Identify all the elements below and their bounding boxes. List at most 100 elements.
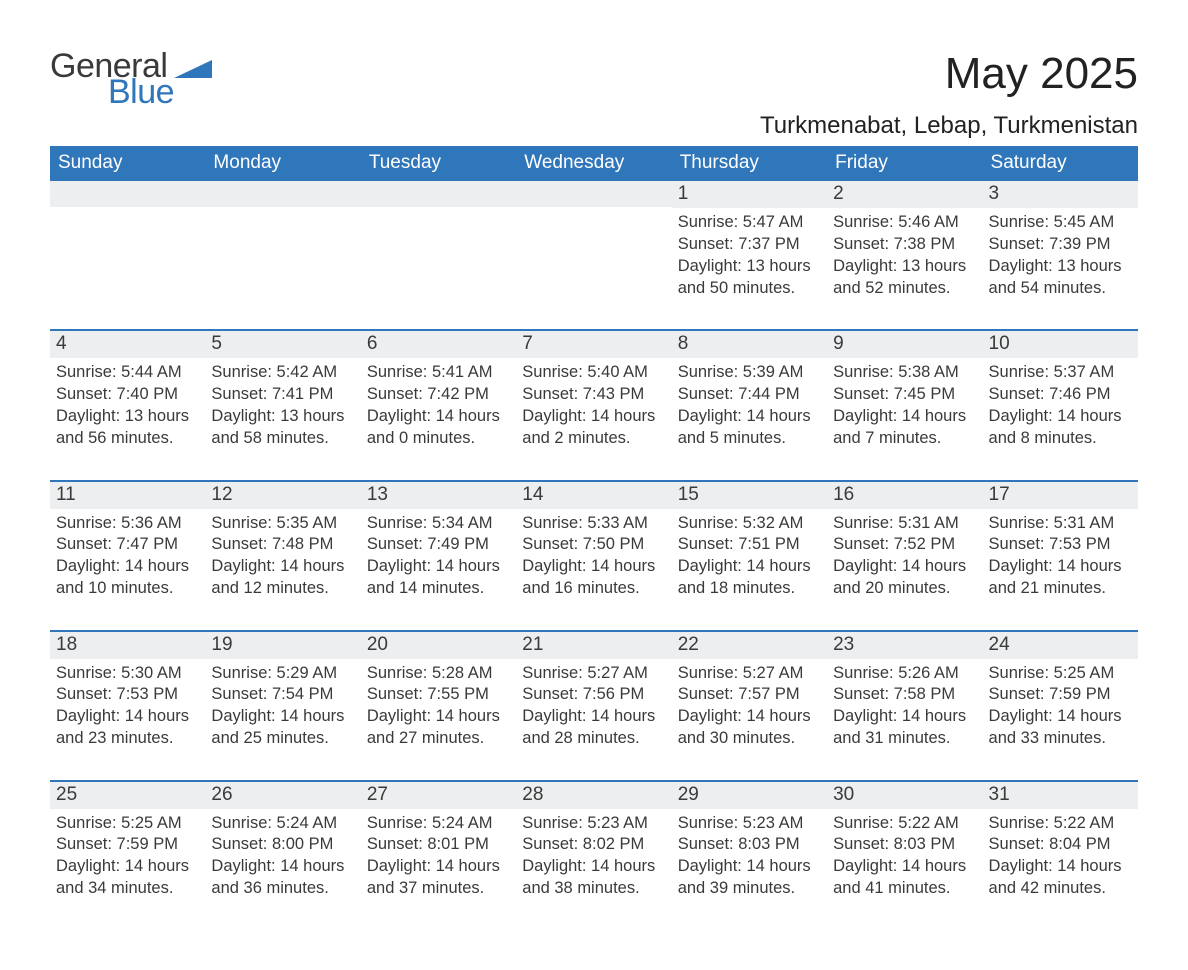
brand-logo: General Blue bbox=[50, 50, 214, 109]
calendar-day-cell: 22Sunrise: 5:27 AMSunset: 7:57 PMDayligh… bbox=[672, 631, 827, 781]
daylight-label: Daylight: 14 hours and 10 minutes. bbox=[56, 556, 199, 600]
sunrise-label: Sunrise: 5:44 AM bbox=[56, 362, 199, 384]
sunset-label: Sunset: 7:40 PM bbox=[56, 384, 199, 406]
sunrise-label: Sunrise: 5:26 AM bbox=[833, 663, 976, 685]
brand-text: General Blue bbox=[50, 50, 174, 109]
day-body: Sunrise: 5:42 AMSunset: 7:41 PMDaylight:… bbox=[205, 358, 360, 479]
day-body: Sunrise: 5:28 AMSunset: 7:55 PMDaylight:… bbox=[361, 659, 516, 780]
day-number bbox=[50, 181, 205, 207]
day-number: 21 bbox=[516, 632, 671, 659]
daylight-label: Daylight: 14 hours and 20 minutes. bbox=[833, 556, 976, 600]
daylight-label: Daylight: 14 hours and 5 minutes. bbox=[678, 406, 821, 450]
day-number: 5 bbox=[205, 331, 360, 358]
sunrise-label: Sunrise: 5:22 AM bbox=[989, 813, 1132, 835]
brand-mark-icon bbox=[174, 56, 214, 91]
daylight-label: Daylight: 14 hours and 7 minutes. bbox=[833, 406, 976, 450]
calendar-day-cell: 3Sunrise: 5:45 AMSunset: 7:39 PMDaylight… bbox=[983, 181, 1138, 330]
day-body: Sunrise: 5:46 AMSunset: 7:38 PMDaylight:… bbox=[827, 208, 982, 329]
day-body: Sunrise: 5:39 AMSunset: 7:44 PMDaylight:… bbox=[672, 358, 827, 479]
calendar-week-row: 18Sunrise: 5:30 AMSunset: 7:53 PMDayligh… bbox=[50, 631, 1138, 781]
day-number: 22 bbox=[672, 632, 827, 659]
day-body: Sunrise: 5:33 AMSunset: 7:50 PMDaylight:… bbox=[516, 509, 671, 630]
weekday-header: Wednesday bbox=[516, 146, 671, 181]
daylight-label: Daylight: 13 hours and 56 minutes. bbox=[56, 406, 199, 450]
daylight-label: Daylight: 14 hours and 18 minutes. bbox=[678, 556, 821, 600]
calendar-week-row: 4Sunrise: 5:44 AMSunset: 7:40 PMDaylight… bbox=[50, 330, 1138, 480]
calendar-day-cell: 13Sunrise: 5:34 AMSunset: 7:49 PMDayligh… bbox=[361, 481, 516, 631]
page-title: May 2025 bbox=[760, 50, 1138, 98]
sunset-label: Sunset: 8:03 PM bbox=[833, 834, 976, 856]
sunrise-label: Sunrise: 5:42 AM bbox=[211, 362, 354, 384]
calendar-week-row: 25Sunrise: 5:25 AMSunset: 7:59 PMDayligh… bbox=[50, 781, 1138, 930]
sunset-label: Sunset: 8:02 PM bbox=[522, 834, 665, 856]
calendar-day-cell: 12Sunrise: 5:35 AMSunset: 7:48 PMDayligh… bbox=[205, 481, 360, 631]
day-body: Sunrise: 5:23 AMSunset: 8:02 PMDaylight:… bbox=[516, 809, 671, 930]
day-number: 25 bbox=[50, 782, 205, 809]
day-body: Sunrise: 5:30 AMSunset: 7:53 PMDaylight:… bbox=[50, 659, 205, 780]
title-block: May 2025 Turkmenabat, Lebap, Turkmenista… bbox=[760, 50, 1138, 140]
daylight-label: Daylight: 14 hours and 21 minutes. bbox=[989, 556, 1132, 600]
day-number: 2 bbox=[827, 181, 982, 208]
weekday-header: Saturday bbox=[983, 146, 1138, 181]
day-number: 26 bbox=[205, 782, 360, 809]
sunset-label: Sunset: 7:58 PM bbox=[833, 684, 976, 706]
sunset-label: Sunset: 7:43 PM bbox=[522, 384, 665, 406]
sunrise-label: Sunrise: 5:30 AM bbox=[56, 663, 199, 685]
sunrise-label: Sunrise: 5:22 AM bbox=[833, 813, 976, 835]
day-number bbox=[205, 181, 360, 207]
sunset-label: Sunset: 7:38 PM bbox=[833, 234, 976, 256]
sunrise-label: Sunrise: 5:31 AM bbox=[989, 513, 1132, 535]
sunset-label: Sunset: 7:41 PM bbox=[211, 384, 354, 406]
day-number: 19 bbox=[205, 632, 360, 659]
day-body bbox=[361, 207, 516, 299]
day-number: 28 bbox=[516, 782, 671, 809]
calendar-day-cell: 16Sunrise: 5:31 AMSunset: 7:52 PMDayligh… bbox=[827, 481, 982, 631]
calendar-day-cell: 14Sunrise: 5:33 AMSunset: 7:50 PMDayligh… bbox=[516, 481, 671, 631]
day-number: 7 bbox=[516, 331, 671, 358]
page-header: General Blue May 2025 Turkmenabat, Lebap… bbox=[50, 50, 1138, 140]
weekday-header: Thursday bbox=[672, 146, 827, 181]
calendar-day-cell: 30Sunrise: 5:22 AMSunset: 8:03 PMDayligh… bbox=[827, 781, 982, 930]
daylight-label: Daylight: 14 hours and 34 minutes. bbox=[56, 856, 199, 900]
calendar-day-cell: 26Sunrise: 5:24 AMSunset: 8:00 PMDayligh… bbox=[205, 781, 360, 930]
day-body: Sunrise: 5:31 AMSunset: 7:52 PMDaylight:… bbox=[827, 509, 982, 630]
sunset-label: Sunset: 8:03 PM bbox=[678, 834, 821, 856]
day-number: 12 bbox=[205, 482, 360, 509]
daylight-label: Daylight: 13 hours and 54 minutes. bbox=[989, 256, 1132, 300]
day-body: Sunrise: 5:47 AMSunset: 7:37 PMDaylight:… bbox=[672, 208, 827, 329]
day-body: Sunrise: 5:41 AMSunset: 7:42 PMDaylight:… bbox=[361, 358, 516, 479]
day-number: 29 bbox=[672, 782, 827, 809]
sunrise-label: Sunrise: 5:27 AM bbox=[678, 663, 821, 685]
day-body bbox=[516, 207, 671, 299]
sunset-label: Sunset: 7:46 PM bbox=[989, 384, 1132, 406]
sunset-label: Sunset: 8:04 PM bbox=[989, 834, 1132, 856]
sunset-label: Sunset: 7:55 PM bbox=[367, 684, 510, 706]
calendar-day-cell: 23Sunrise: 5:26 AMSunset: 7:58 PMDayligh… bbox=[827, 631, 982, 781]
day-number: 10 bbox=[983, 331, 1138, 358]
sunset-label: Sunset: 7:57 PM bbox=[678, 684, 821, 706]
sunset-label: Sunset: 7:52 PM bbox=[833, 534, 976, 556]
sunrise-label: Sunrise: 5:24 AM bbox=[211, 813, 354, 835]
calendar-day-cell: 5Sunrise: 5:42 AMSunset: 7:41 PMDaylight… bbox=[205, 330, 360, 480]
day-number: 11 bbox=[50, 482, 205, 509]
sunrise-label: Sunrise: 5:32 AM bbox=[678, 513, 821, 535]
day-body: Sunrise: 5:25 AMSunset: 7:59 PMDaylight:… bbox=[983, 659, 1138, 780]
day-body: Sunrise: 5:40 AMSunset: 7:43 PMDaylight:… bbox=[516, 358, 671, 479]
daylight-label: Daylight: 14 hours and 14 minutes. bbox=[367, 556, 510, 600]
day-body bbox=[205, 207, 360, 299]
sunset-label: Sunset: 7:54 PM bbox=[211, 684, 354, 706]
day-number: 17 bbox=[983, 482, 1138, 509]
daylight-label: Daylight: 14 hours and 16 minutes. bbox=[522, 556, 665, 600]
sunrise-label: Sunrise: 5:25 AM bbox=[989, 663, 1132, 685]
calendar-day-cell: 20Sunrise: 5:28 AMSunset: 7:55 PMDayligh… bbox=[361, 631, 516, 781]
calendar-day-cell: 31Sunrise: 5:22 AMSunset: 8:04 PMDayligh… bbox=[983, 781, 1138, 930]
day-number: 6 bbox=[361, 331, 516, 358]
sunrise-label: Sunrise: 5:33 AM bbox=[522, 513, 665, 535]
day-body: Sunrise: 5:37 AMSunset: 7:46 PMDaylight:… bbox=[983, 358, 1138, 479]
weekday-header-row: Sunday Monday Tuesday Wednesday Thursday… bbox=[50, 146, 1138, 181]
day-body: Sunrise: 5:38 AMSunset: 7:45 PMDaylight:… bbox=[827, 358, 982, 479]
day-body: Sunrise: 5:23 AMSunset: 8:03 PMDaylight:… bbox=[672, 809, 827, 930]
calendar-day-cell: 8Sunrise: 5:39 AMSunset: 7:44 PMDaylight… bbox=[672, 330, 827, 480]
sunset-label: Sunset: 7:51 PM bbox=[678, 534, 821, 556]
sunrise-label: Sunrise: 5:39 AM bbox=[678, 362, 821, 384]
